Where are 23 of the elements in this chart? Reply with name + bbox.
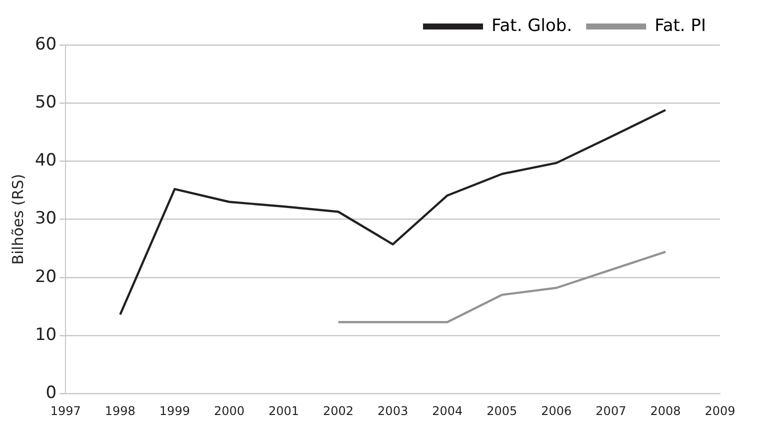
x-tick-label: 2007 xyxy=(596,404,626,418)
x-tick-label: 1997 xyxy=(50,404,81,418)
x-tick-label: 2008 xyxy=(650,404,681,418)
y-tick-label: 50 xyxy=(34,92,57,113)
y-tick-label: 40 xyxy=(34,150,57,171)
y-tick-label: 20 xyxy=(34,266,57,287)
y-tick-label: 0 xyxy=(46,383,57,404)
x-tick-label: 2009 xyxy=(704,404,736,418)
x-tick-label: 2000 xyxy=(214,404,244,418)
y-tick-label: 60 xyxy=(34,34,57,54)
x-tick-label: 1999 xyxy=(159,404,190,418)
x-tick-label: 1998 xyxy=(104,404,136,418)
x-tick-label: 2006 xyxy=(541,404,572,418)
x-tick-label: 2003 xyxy=(378,404,408,418)
legend-label: Fat. PI xyxy=(654,16,706,36)
y-axis-title: Bilhões (RS) xyxy=(8,174,27,265)
x-tick-label: 2001 xyxy=(268,404,300,418)
x-tick-label: 2004 xyxy=(432,404,463,418)
x-tick-label: 2002 xyxy=(323,404,354,418)
y-tick-label: 10 xyxy=(34,324,57,345)
y-tick-label: 30 xyxy=(34,208,57,229)
x-tick-label: 2005 xyxy=(486,404,518,418)
legend-label: Fat. Glob. xyxy=(492,16,572,36)
